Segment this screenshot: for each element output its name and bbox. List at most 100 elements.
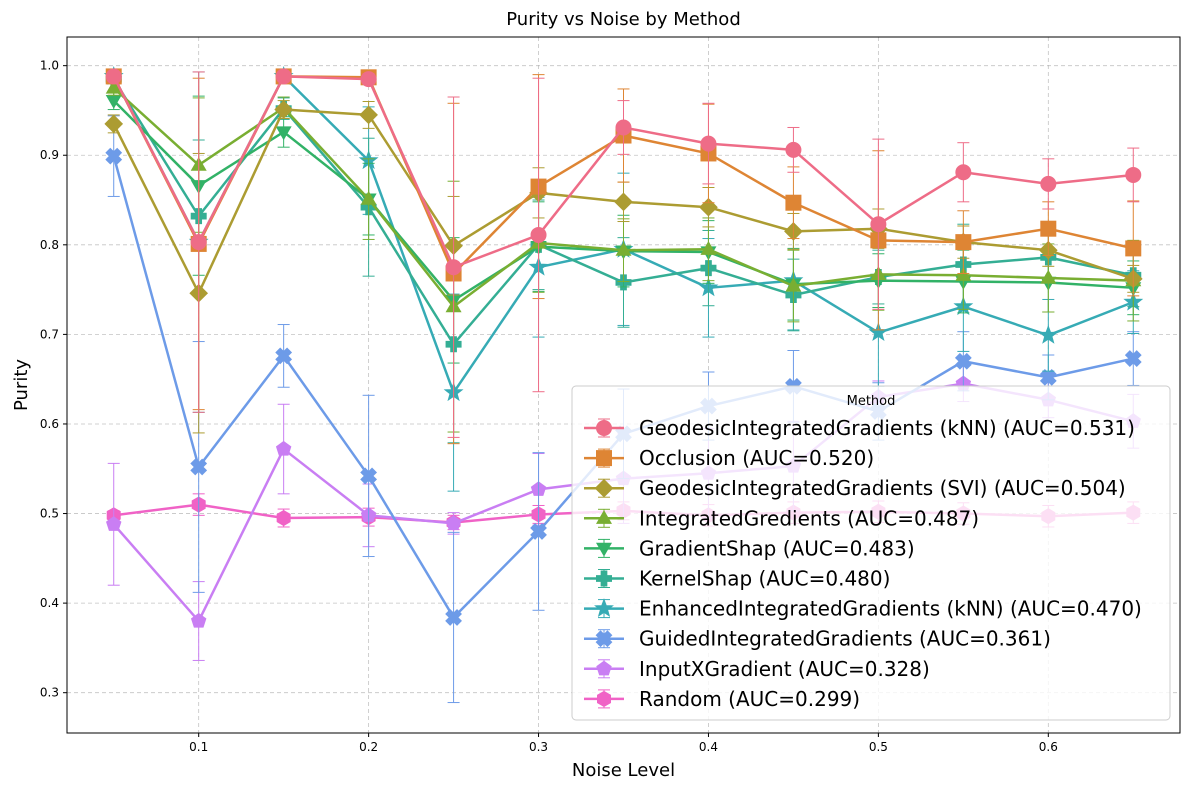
data-point xyxy=(615,241,632,256)
data-point xyxy=(276,509,291,527)
legend-marker xyxy=(594,478,614,498)
data-point xyxy=(1040,269,1057,284)
legend-label: GuidedIntegratedGradients (AUC=0.361) xyxy=(639,627,1051,651)
y-axis-label: Purity xyxy=(11,359,32,411)
data-point xyxy=(1040,220,1057,237)
plot-frame xyxy=(66,36,1181,734)
legend-title: Method xyxy=(847,394,896,409)
data-point xyxy=(615,119,632,136)
x-tick-label: 0.5 xyxy=(869,740,888,754)
data-point xyxy=(275,126,292,141)
series-group xyxy=(105,68,1142,438)
legend-label: IntegratedGredients (AUC=0.487) xyxy=(639,506,979,530)
data-point xyxy=(785,141,802,158)
data-point xyxy=(1125,166,1142,183)
x-tick-label: 0.3 xyxy=(529,740,548,754)
data-point xyxy=(700,241,717,255)
legend-label: KernelShap (AUC=0.480) xyxy=(639,567,890,591)
legend-entry: IntegratedGredients (AUC=0.487) xyxy=(584,506,979,530)
legend-marker xyxy=(595,510,613,524)
data-point xyxy=(1124,350,1142,367)
data-point-shape xyxy=(954,352,972,370)
y-tick-label: 0.6 xyxy=(40,417,59,431)
legend-marker xyxy=(596,450,612,467)
legend-entry: GradientShap (AUC=0.483) xyxy=(584,536,915,560)
data-point xyxy=(614,192,633,212)
data-point xyxy=(955,267,972,281)
x-tick-label: 0.6 xyxy=(1039,740,1058,754)
data-point xyxy=(870,216,887,233)
x-tick-label: 0.2 xyxy=(359,740,378,754)
data-point xyxy=(359,105,378,125)
data-point xyxy=(104,114,124,134)
legend-marker xyxy=(596,420,612,436)
data-point xyxy=(445,259,462,276)
data-point xyxy=(106,516,122,531)
data-point xyxy=(700,135,717,152)
legend-entry: InputXGradient (AUC=0.328) xyxy=(584,657,930,681)
y-tick-label: 0.3 xyxy=(40,686,59,700)
data-point xyxy=(105,147,123,165)
series-layer xyxy=(103,65,1144,704)
data-point-shape xyxy=(1039,368,1057,386)
data-point xyxy=(445,515,462,530)
legend-marker xyxy=(594,598,614,618)
legend-entry: GeodesicIntegratedGradients (SVI) (AUC=0… xyxy=(584,476,1126,500)
data-point xyxy=(868,322,889,342)
data-point xyxy=(105,68,122,85)
data-point xyxy=(955,234,972,251)
data-point xyxy=(105,79,122,94)
legend-entry: KernelShap (AUC=0.480) xyxy=(584,567,890,591)
legend-label: EnhancedIntegratedGradients (kNN) (AUC=0… xyxy=(639,597,1142,621)
legend-marker xyxy=(597,690,611,707)
data-point xyxy=(1125,240,1142,257)
y-tick-label: 0.5 xyxy=(40,507,59,521)
legend-label: Occlusion (AUC=0.520) xyxy=(639,446,874,470)
legend-label: GeodesicIntegratedGradients (SVI) (AUC=0… xyxy=(639,476,1126,500)
data-point xyxy=(190,612,207,628)
legend-marker xyxy=(595,630,613,648)
legend-entry: Random (AUC=0.299) xyxy=(584,687,860,711)
legend-marker xyxy=(596,660,612,676)
legend-label: InputXGradient (AUC=0.328) xyxy=(639,657,930,681)
legend-entry: GeodesicIntegratedGradients (kNN) (AUC=0… xyxy=(584,416,1135,440)
legend-marker xyxy=(595,542,613,557)
data-point xyxy=(530,226,547,243)
data-point xyxy=(955,164,972,181)
legend-entry: EnhancedIntegratedGradients (kNN) (AUC=0… xyxy=(584,597,1142,621)
data-point xyxy=(785,194,802,211)
data-point xyxy=(1039,368,1057,386)
data-point xyxy=(360,467,378,485)
legend-entry: Occlusion (AUC=0.520) xyxy=(584,446,874,470)
legend-label: GeodesicIntegratedGradients (kNN) (AUC=0… xyxy=(639,416,1135,440)
data-point xyxy=(1038,324,1059,344)
data-point-shape xyxy=(530,523,547,540)
data-point-shape xyxy=(1124,350,1142,367)
data-point xyxy=(445,609,462,626)
data-point-shape xyxy=(190,458,208,476)
chart-title: Purity vs Noise by Method xyxy=(506,9,741,30)
y-tick-label: 0.9 xyxy=(40,148,59,162)
legend: Method GeodesicIntegratedGradients (kNN) … xyxy=(571,385,1171,721)
legend-marker-shape xyxy=(595,630,613,648)
x-axis-label: Noise Level xyxy=(572,760,675,781)
data-point xyxy=(190,234,207,251)
data-point xyxy=(190,458,208,476)
y-tick-label: 1.0 xyxy=(40,59,59,73)
data-point xyxy=(360,71,377,88)
legend-box xyxy=(571,385,1171,721)
data-point xyxy=(360,190,377,205)
data-point-shape xyxy=(445,609,462,626)
y-tick-label: 0.4 xyxy=(40,596,59,610)
legend-label: GradientShap (AUC=0.483) xyxy=(639,536,915,560)
x-tick-label: 0.1 xyxy=(189,740,208,754)
data-point xyxy=(275,68,292,85)
legend-marker xyxy=(596,570,612,587)
legend-entry: GuidedIntegratedGradients (AUC=0.361) xyxy=(584,627,1051,651)
data-point xyxy=(274,100,293,119)
y-tick-label: 0.7 xyxy=(40,327,59,341)
data-point-shape xyxy=(360,467,378,485)
data-point-shape xyxy=(105,147,123,165)
ticks-layer: 0.1 0.2 0.3 0.4 0.5 0.6 0.3 0.4 0.5 0.6 0.7 0.8 0.9 1… xyxy=(40,59,1058,754)
